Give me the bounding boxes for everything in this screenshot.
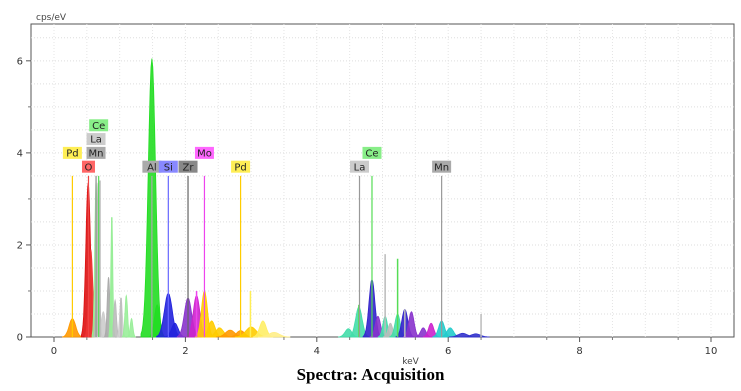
element-label-box bbox=[62, 146, 82, 159]
element-label-box bbox=[86, 133, 106, 146]
element-label: La bbox=[90, 135, 102, 146]
element-label-box bbox=[432, 160, 452, 173]
element-label: Mn bbox=[89, 148, 104, 159]
element-label-box bbox=[178, 160, 198, 173]
grid-lines bbox=[31, 24, 734, 337]
element-label: Ce bbox=[92, 121, 105, 132]
x-tick-label: 8 bbox=[576, 346, 582, 357]
y-tick-label: 4 bbox=[17, 148, 23, 159]
element-label: Si bbox=[164, 162, 173, 173]
element-lines bbox=[71, 175, 482, 337]
x-tick-label: 4 bbox=[314, 346, 320, 357]
element-label-box bbox=[142, 160, 162, 173]
spectrum-peak bbox=[127, 317, 136, 338]
element-label: O bbox=[85, 162, 93, 173]
element-label: Mn bbox=[434, 162, 449, 173]
element-label: Mo bbox=[197, 148, 212, 159]
spectrum-peak bbox=[461, 333, 490, 338]
element-label-box bbox=[194, 146, 214, 159]
element-label-box bbox=[231, 160, 251, 173]
spectrum-caption: Spectra: Acquisition bbox=[296, 365, 445, 384]
element-label: Pd bbox=[66, 148, 78, 159]
x-tick-label: 0 bbox=[51, 346, 57, 357]
spectrum-peak bbox=[257, 331, 291, 338]
element-label-box bbox=[350, 160, 370, 173]
y-tick-label: 0 bbox=[17, 333, 23, 344]
axes: 0 2 4 6 8 10 0 2 4 6 bbox=[17, 56, 718, 357]
element-label-box bbox=[89, 119, 109, 132]
x-tick-label: 10 bbox=[705, 346, 718, 357]
element-label: Zr bbox=[183, 162, 195, 173]
element-label: Ce bbox=[365, 148, 378, 159]
element-label-box bbox=[86, 146, 106, 159]
x-axis-unit-label: keV bbox=[402, 357, 419, 367]
element-label-box bbox=[81, 160, 95, 173]
x-tick-label: 2 bbox=[182, 346, 188, 357]
x-tick-label: 6 bbox=[445, 346, 451, 357]
y-axis-unit-label: cps/eV bbox=[36, 13, 67, 23]
element-label: La bbox=[354, 162, 366, 173]
element-label-box bbox=[158, 160, 178, 173]
element-label: Pd bbox=[234, 162, 246, 173]
y-tick-label: 6 bbox=[17, 56, 23, 67]
element-label-box bbox=[362, 146, 382, 159]
y-tick-label: 2 bbox=[17, 240, 23, 251]
element-label: Al bbox=[147, 162, 157, 173]
